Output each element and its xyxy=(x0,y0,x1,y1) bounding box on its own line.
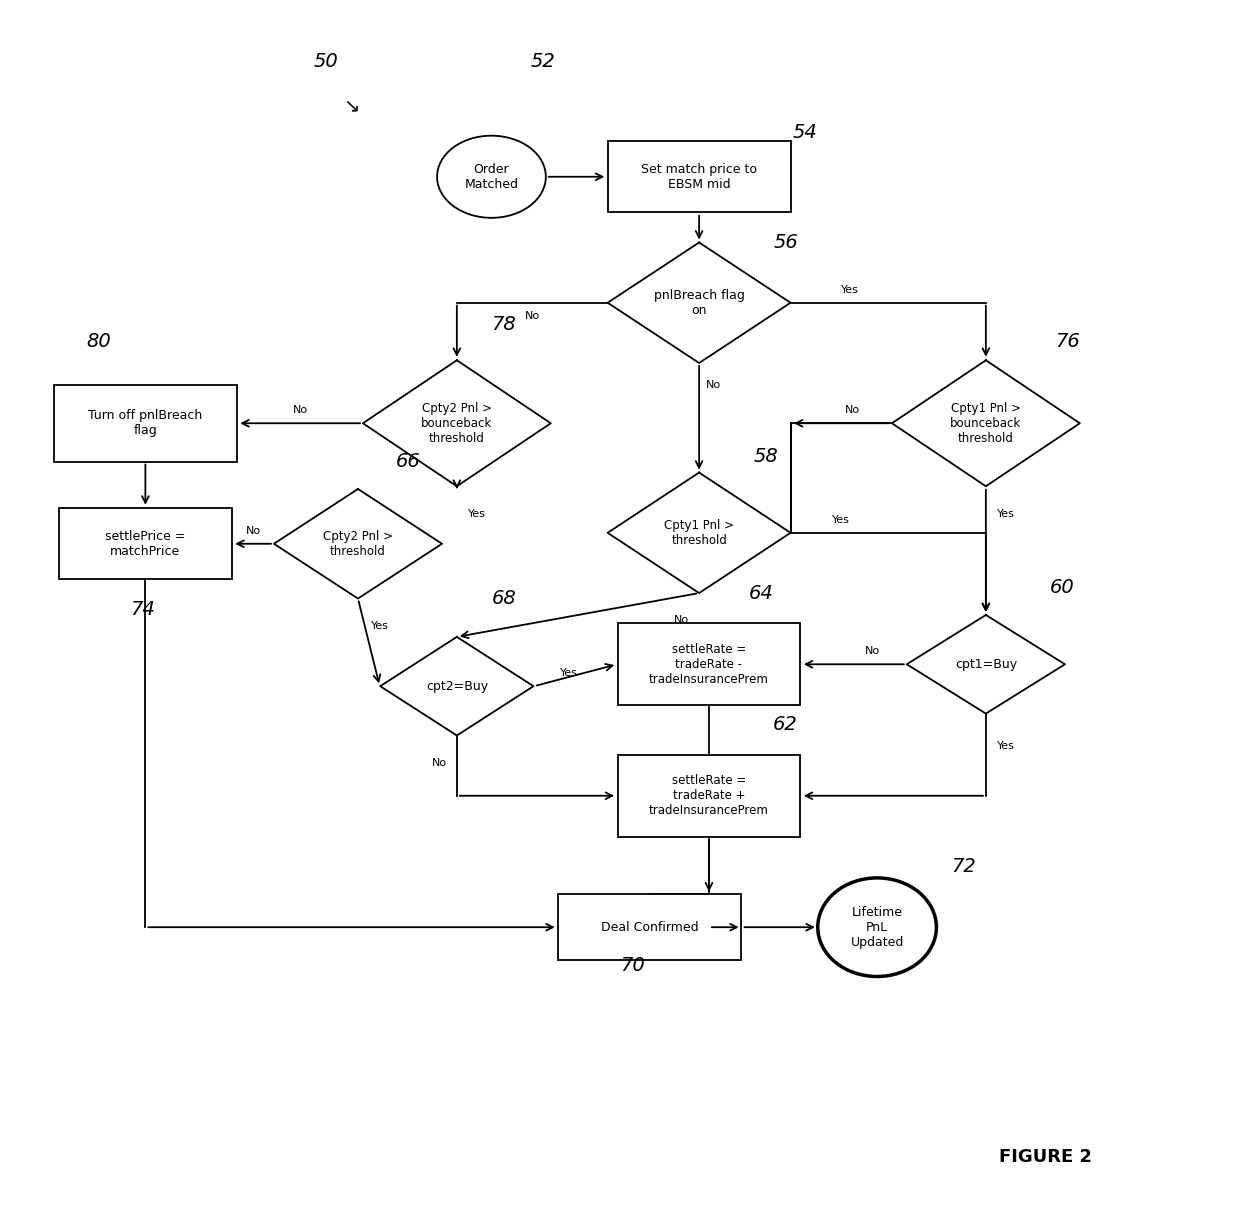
Text: Yes: Yes xyxy=(997,741,1014,751)
Text: Yes: Yes xyxy=(832,514,849,524)
Text: 52: 52 xyxy=(531,52,556,71)
Text: No: No xyxy=(864,646,879,656)
Text: 80: 80 xyxy=(86,332,110,351)
Text: Cpty1 Pnl >
threshold: Cpty1 Pnl > threshold xyxy=(665,519,734,547)
Text: Lifetime
PnL
Updated: Lifetime PnL Updated xyxy=(851,906,904,948)
Text: 50: 50 xyxy=(314,52,339,71)
Text: Yes: Yes xyxy=(997,510,1014,519)
Text: No: No xyxy=(673,616,689,625)
Text: Deal Confirmed: Deal Confirmed xyxy=(601,920,698,934)
Text: settleRate =
tradeRate +
tradeInsurancePrem: settleRate = tradeRate + tradeInsuranceP… xyxy=(649,774,769,817)
Text: 62: 62 xyxy=(774,716,799,734)
Bar xyxy=(618,755,801,836)
Ellipse shape xyxy=(817,878,936,976)
Text: No: No xyxy=(432,758,446,768)
Polygon shape xyxy=(892,361,1080,486)
Text: Order
Matched: Order Matched xyxy=(465,163,518,190)
Text: pnlBreach flag
on: pnlBreach flag on xyxy=(653,289,744,317)
Bar xyxy=(618,623,801,706)
Polygon shape xyxy=(381,636,533,735)
Text: Set match price to
EBSM mid: Set match price to EBSM mid xyxy=(641,163,758,190)
Polygon shape xyxy=(906,614,1065,713)
Text: ↘: ↘ xyxy=(343,96,360,115)
Text: 54: 54 xyxy=(794,123,818,143)
Text: Cpty1 Pnl >
bounceback
threshold: Cpty1 Pnl > bounceback threshold xyxy=(950,402,1022,445)
Text: Turn off pnlBreach
flag: Turn off pnlBreach flag xyxy=(88,410,202,438)
Polygon shape xyxy=(608,243,791,363)
Text: cpt1=Buy: cpt1=Buy xyxy=(955,658,1017,670)
Text: No: No xyxy=(525,311,539,321)
Polygon shape xyxy=(363,361,551,486)
Text: 74: 74 xyxy=(130,600,155,619)
Text: 70: 70 xyxy=(620,956,645,975)
Text: 78: 78 xyxy=(491,316,516,334)
Text: cpt2=Buy: cpt2=Buy xyxy=(425,680,487,692)
Text: No: No xyxy=(707,380,722,390)
Text: 76: 76 xyxy=(1055,332,1080,351)
Text: Yes: Yes xyxy=(842,284,859,295)
Bar xyxy=(58,508,232,579)
Polygon shape xyxy=(274,489,441,599)
Text: 68: 68 xyxy=(491,589,516,608)
Bar xyxy=(608,141,791,212)
Text: No: No xyxy=(246,525,260,535)
Text: No: No xyxy=(844,405,859,416)
Text: No: No xyxy=(293,405,308,416)
Text: Yes: Yes xyxy=(371,620,388,631)
Text: Yes: Yes xyxy=(559,668,578,678)
Polygon shape xyxy=(608,473,791,594)
Text: 64: 64 xyxy=(749,584,774,602)
Text: 60: 60 xyxy=(1050,578,1075,597)
Text: Cpty2 Pnl >
threshold: Cpty2 Pnl > threshold xyxy=(322,530,393,558)
Text: settlePrice =
matchPrice: settlePrice = matchPrice xyxy=(105,530,186,558)
Text: 58: 58 xyxy=(754,446,779,466)
Text: 72: 72 xyxy=(951,857,976,876)
Text: FIGURE 2: FIGURE 2 xyxy=(998,1148,1091,1167)
Bar xyxy=(53,385,237,462)
Text: Cpty2 Pnl >
bounceback
threshold: Cpty2 Pnl > bounceback threshold xyxy=(422,402,492,445)
Ellipse shape xyxy=(436,135,546,218)
Text: settleRate =
tradeRate -
tradeInsurancePrem: settleRate = tradeRate - tradeInsuranceP… xyxy=(649,642,769,686)
Text: 56: 56 xyxy=(774,233,799,252)
Bar xyxy=(558,895,742,961)
Text: 66: 66 xyxy=(396,452,420,471)
Text: Yes: Yes xyxy=(467,510,486,519)
